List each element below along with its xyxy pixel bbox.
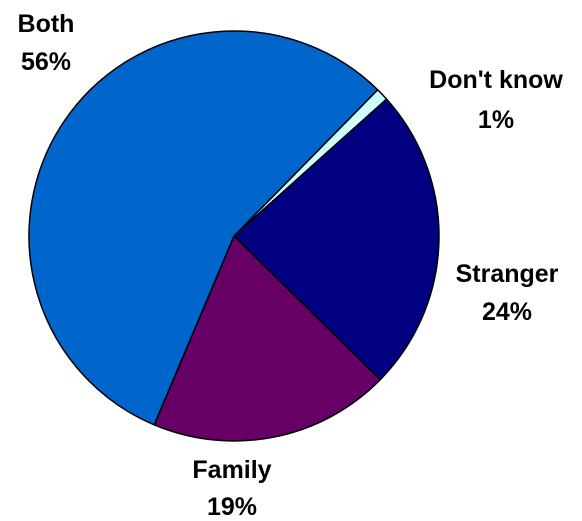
slice-label-stranger-name: Stranger — [456, 260, 559, 288]
slice-label-stranger-percent: 24% — [482, 298, 532, 326]
pie-slice-stranger — [233, 98, 440, 381]
slice-label-family-percent: 19% — [207, 493, 257, 521]
pie-slices — [28, 30, 440, 442]
slice-label-dont-know-percent: 1% — [478, 106, 514, 134]
slice-label-both-name: Both — [18, 10, 75, 38]
pie-slice-both — [28, 30, 379, 426]
pie-slice-family — [153, 235, 381, 442]
slice-label-dont-know-name: Don't know — [429, 66, 563, 94]
slice-label-family-name: Family — [192, 456, 271, 484]
slice-label-both-percent: 56% — [21, 48, 71, 76]
